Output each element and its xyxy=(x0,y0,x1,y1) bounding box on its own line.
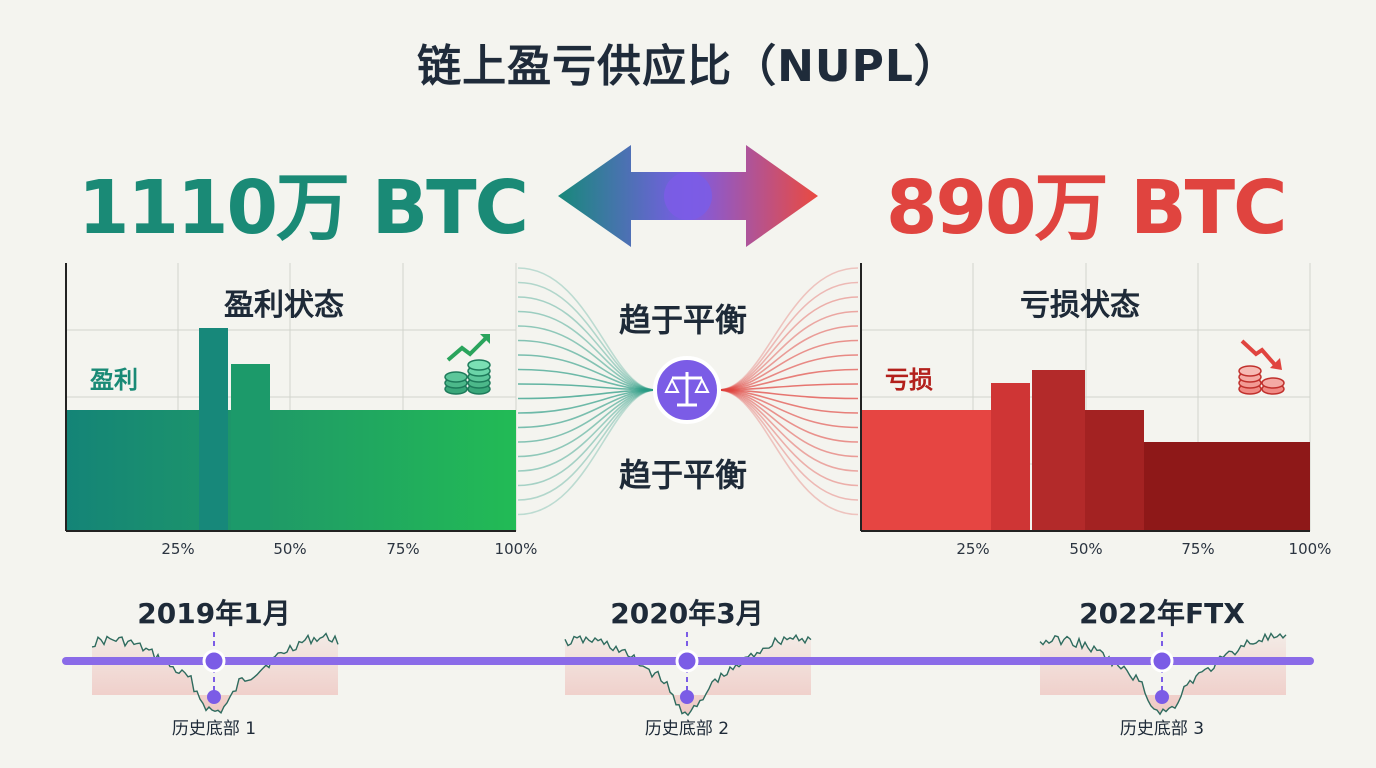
flow-line-right xyxy=(717,389,859,472)
timeline-mini-line xyxy=(564,633,812,717)
flow-line-right xyxy=(717,296,859,391)
profit-bar xyxy=(66,410,516,531)
flow-line-left xyxy=(517,389,657,501)
flow-line-left xyxy=(517,296,657,391)
profit-chart-title: 盈利状态 xyxy=(224,288,344,323)
flow-line-left xyxy=(517,389,657,472)
timeline-event-label: 历史底部 1 xyxy=(171,719,257,739)
loss-bar xyxy=(1085,410,1144,531)
loss-chart xyxy=(860,263,1311,532)
timeline-event-title: 2020年3月 xyxy=(610,597,764,630)
timeline-event-label: 历史底部 3 xyxy=(1119,719,1205,739)
center-top-label: 趋于平衡 xyxy=(619,301,748,339)
loss-supply-value: 890万 BTC xyxy=(886,165,1287,251)
loss-x-tick: 75% xyxy=(1181,540,1215,558)
scale-icon xyxy=(653,356,721,424)
flow-line-right xyxy=(717,389,859,458)
arrow-center-dot xyxy=(664,172,712,220)
loss-side-label: 亏损 xyxy=(885,366,933,394)
timeline-event-label: 历史底部 2 xyxy=(644,719,730,739)
timeline-event-title: 2022年FTX xyxy=(1079,597,1245,630)
profit-x-tick: 25% xyxy=(161,540,195,558)
loss-bar xyxy=(991,383,1030,531)
coins-up-icon xyxy=(444,334,491,395)
flow-line-left xyxy=(517,389,657,458)
profit-bar xyxy=(199,328,228,531)
loss-x-tick: 100% xyxy=(1288,540,1332,558)
timeline-mini-area xyxy=(92,633,338,713)
flow-line-left xyxy=(517,267,657,391)
loss-x-tick: 25% xyxy=(956,540,990,558)
timeline-marker-dot xyxy=(675,649,699,673)
flow-lines xyxy=(517,267,859,516)
profit-x-tick: 75% xyxy=(386,540,420,558)
timeline-mini-line xyxy=(1039,632,1287,716)
flow-line-right xyxy=(717,267,859,391)
loss-x-tick: 50% xyxy=(1069,540,1103,558)
flow-line-right xyxy=(717,389,859,487)
timeline-bottom-dot xyxy=(1155,690,1169,704)
loss-bar xyxy=(1032,370,1085,531)
profit-x-tick: 50% xyxy=(273,540,307,558)
flow-line-right xyxy=(717,281,859,391)
coins-down-icon xyxy=(1238,339,1285,395)
timeline-mini-area xyxy=(565,635,811,716)
timeline xyxy=(62,632,1314,717)
loss-chart-title: 亏损状态 xyxy=(1020,288,1140,323)
center-bottom-label: 趋于平衡 xyxy=(619,456,748,494)
page-title: 链上盈亏供应比（NUPL） xyxy=(417,41,959,92)
timeline-marker-dot xyxy=(202,649,226,673)
flow-line-right xyxy=(717,389,859,501)
flow-line-right xyxy=(717,389,859,516)
timeline-mini-area xyxy=(1040,633,1286,715)
loss-bar xyxy=(861,410,991,531)
flow-line-left xyxy=(517,281,657,391)
profit-side-label: 盈利 xyxy=(90,366,138,394)
profit-bar xyxy=(231,364,270,531)
flow-line-left xyxy=(517,389,657,487)
profit-supply-value: 1110万 BTC xyxy=(78,165,529,251)
profit-chart xyxy=(65,263,517,532)
timeline-bottom-dot xyxy=(207,690,221,704)
timeline-marker-dot xyxy=(1150,649,1174,673)
flow-line-left xyxy=(517,389,657,516)
timeline-event-title: 2019年1月 xyxy=(137,597,291,630)
timeline-bottom-dot xyxy=(680,690,694,704)
loss-bar xyxy=(1144,442,1310,531)
profit-x-tick: 100% xyxy=(494,540,538,558)
timeline-mini-line xyxy=(91,632,339,715)
